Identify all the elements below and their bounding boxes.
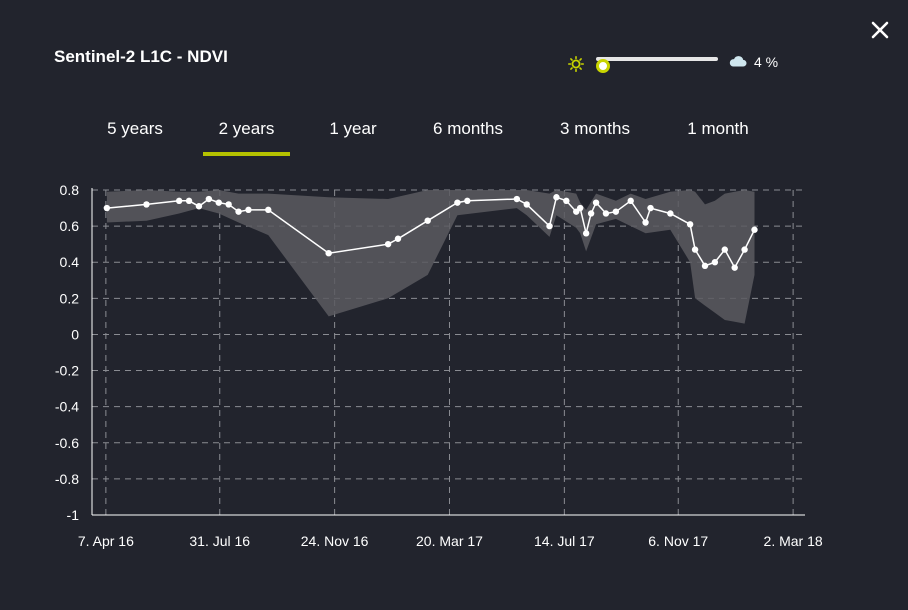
ndvi-point[interactable] xyxy=(686,221,694,228)
page-title: Sentinel-2 L1C - NDVI xyxy=(54,47,228,66)
cloud-coverage-control: 4 % xyxy=(568,48,798,74)
tab-5-years[interactable]: 5 years xyxy=(107,119,163,138)
tab-2-years[interactable]: 2 years xyxy=(203,116,290,156)
x-tick-labels: 7. Apr 16 31. Jul 16 24. Nov 16 20. Mar 17 1… xyxy=(78,533,823,549)
y-tick-label: 0.8 xyxy=(60,182,80,198)
ndvi-point[interactable] xyxy=(553,194,560,201)
ndvi-point[interactable] xyxy=(325,249,332,257)
ndvi-point[interactable] xyxy=(667,210,674,217)
y-tick-label: -0.4 xyxy=(55,399,79,415)
ndvi-point[interactable] xyxy=(587,210,595,217)
ndvi-point[interactable] xyxy=(454,199,461,206)
cloud-coverage-slider[interactable] xyxy=(595,57,718,73)
ndvi-point[interactable] xyxy=(235,208,242,215)
y-tick-label: -0.2 xyxy=(55,363,79,379)
ndvi-point[interactable] xyxy=(751,226,758,233)
x-tick-label: 24. Nov 16 xyxy=(301,533,369,549)
ndvi-point[interactable] xyxy=(721,246,728,253)
ndvi-point[interactable] xyxy=(546,222,553,230)
ndvi-point[interactable] xyxy=(245,206,252,214)
ndvi-point[interactable] xyxy=(195,203,203,210)
tab-3-months[interactable]: 3 months xyxy=(560,119,630,138)
y-tick-label: 0.2 xyxy=(60,290,80,306)
ndvi-point[interactable] xyxy=(523,201,530,208)
x-tick-label: 31. Jul 16 xyxy=(189,533,250,549)
ndvi-point[interactable] xyxy=(424,217,431,224)
chart-axes xyxy=(91,188,805,516)
ndvi-point[interactable] xyxy=(612,208,620,215)
ndvi-point[interactable] xyxy=(175,197,183,205)
ndvi-point[interactable] xyxy=(627,197,634,205)
ndvi-point[interactable] xyxy=(103,204,111,212)
y-tick-labels: 0.8 0.6 0.4 0.2 0 -0.2 -0.4 -0.6 -0.8 -1 xyxy=(55,182,79,523)
x-tick-label: 7. Apr 16 xyxy=(78,533,134,549)
ndvi-point[interactable] xyxy=(225,201,232,208)
ndvi-point[interactable] xyxy=(647,204,654,212)
y-tick-label: 0 xyxy=(71,326,79,342)
ndvi-point[interactable] xyxy=(577,204,584,212)
x-tick-label: 20. Mar 17 xyxy=(416,533,483,549)
time-range-tabs: 5 years 2 years 1 year 6 months 3 months… xyxy=(0,116,908,156)
ndvi-point[interactable] xyxy=(602,210,610,217)
ndvi-points xyxy=(103,194,758,271)
y-tick-label: -1 xyxy=(67,507,80,523)
tab-6-months[interactable]: 6 months xyxy=(433,119,503,138)
tab-1-month[interactable]: 1 month xyxy=(687,119,749,138)
x-tick-label: 6. Nov 17 xyxy=(648,533,708,549)
ndvi-point[interactable] xyxy=(384,240,392,248)
cloud-coverage-value: 4 % xyxy=(754,54,779,70)
sun-icon xyxy=(568,56,584,72)
ndvi-chart: 0.8 0.6 0.4 0.2 0 -0.2 -0.4 -0.6 -0.8 -1 7. Apr 1… xyxy=(55,182,823,549)
ndvi-point[interactable] xyxy=(642,219,649,226)
ndvi-point[interactable] xyxy=(464,197,471,205)
ndvi-point[interactable] xyxy=(731,264,738,271)
x-tick-label: 14. Jul 17 xyxy=(534,533,595,549)
ndvi-point[interactable] xyxy=(741,246,748,253)
ndvi-point[interactable] xyxy=(143,201,150,208)
ndvi-point[interactable] xyxy=(513,195,521,203)
ndvi-point[interactable] xyxy=(215,199,222,206)
cloud-icon xyxy=(729,56,747,67)
ndvi-point[interactable] xyxy=(701,262,709,270)
ndvi-point[interactable] xyxy=(563,197,570,205)
ndvi-range-band xyxy=(106,190,755,324)
ndvi-point[interactable] xyxy=(205,195,213,203)
ndvi-point[interactable] xyxy=(691,246,699,253)
ndvi-point[interactable] xyxy=(711,259,719,266)
tab-1-year[interactable]: 1 year xyxy=(329,119,377,138)
y-tick-label: -0.6 xyxy=(55,435,79,451)
ndvi-point[interactable] xyxy=(265,206,272,214)
ndvi-point[interactable] xyxy=(185,197,193,205)
y-tick-label: 0.6 xyxy=(60,218,80,234)
close-icon[interactable] xyxy=(868,18,892,42)
y-tick-label: 0.4 xyxy=(60,254,80,270)
y-tick-label: -0.8 xyxy=(55,471,79,487)
ndvi-point[interactable] xyxy=(582,230,590,237)
ndvi-point[interactable] xyxy=(394,235,402,242)
ndvi-point[interactable] xyxy=(592,199,600,206)
slider-handle[interactable] xyxy=(595,59,610,73)
x-tick-label: 2. Mar 18 xyxy=(764,533,823,549)
